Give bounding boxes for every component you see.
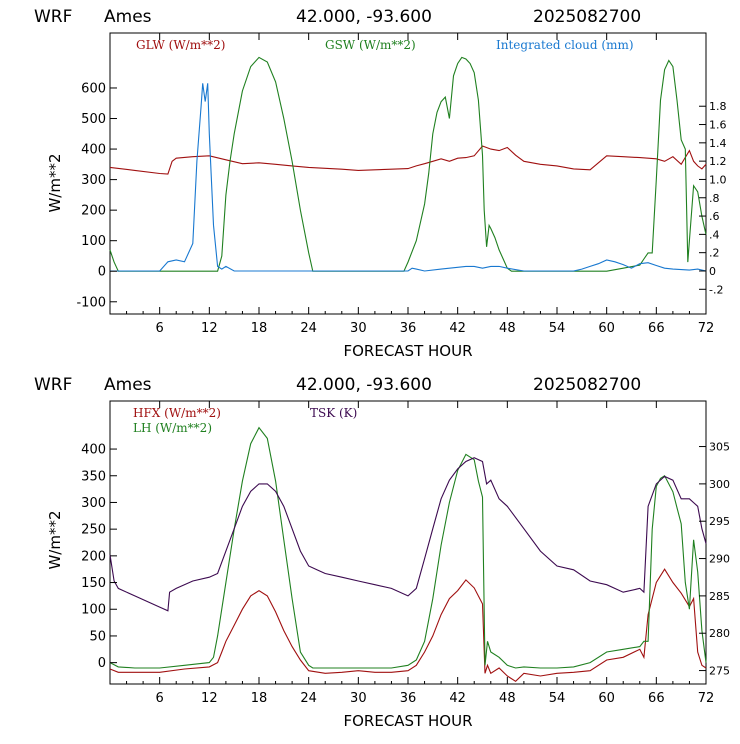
panel2-legend-lh: LH (W/m**2)	[133, 421, 212, 435]
panel1-ytick-label: 500	[81, 112, 106, 127]
panel2-xtick-label: 36	[400, 691, 417, 706]
panel1-xtick-label: 18	[251, 321, 268, 336]
panel1-y2tick-label: 1.4	[709, 137, 727, 150]
panel1-y2tick-label: 1.6	[709, 119, 727, 132]
panel1-xtick-label: 6	[156, 321, 164, 336]
header-coords: 42.000, -93.600	[296, 7, 432, 27]
panel2-y2tick-label: 285	[709, 590, 730, 603]
panel1-y2tick-label: .8	[709, 192, 720, 205]
panel1-ytick-label: -100	[76, 295, 106, 310]
panel1-legend-cloud: Integrated cloud (mm)	[496, 38, 634, 52]
panel1-y2tick-label: -.2	[709, 283, 723, 296]
panel2-xtick-label: 18	[251, 691, 268, 706]
panel2-y2tick-label: 300	[709, 478, 730, 491]
panel2-y2tick-label: 290	[709, 553, 730, 566]
panel1-ytick-label: 200	[81, 204, 106, 219]
header2-station: Ames	[104, 375, 152, 395]
panel1-xtick-label: 30	[350, 321, 367, 336]
header-model: WRF	[34, 7, 72, 27]
panel1-xtick-label: 48	[499, 321, 516, 336]
panel2-xtick-label: 6	[156, 691, 164, 706]
panel1-y2tick-label: 1.2	[709, 155, 727, 168]
panel1-xlabel: FORECAST HOUR	[343, 342, 472, 360]
panel2-ytick-label: 300	[81, 496, 106, 511]
panel2-xtick-label: 30	[350, 691, 367, 706]
panel2-xtick-label: 48	[499, 691, 516, 706]
panel2-xlabel: FORECAST HOUR	[343, 712, 472, 730]
panel2-xtick-label: 12	[201, 691, 218, 706]
panel2-axes-group: 6 12 18 24 30 36 42 48 54 60 66 72 0 50 100 150 200 250 30…	[81, 401, 730, 706]
panel2-ytick-label: 250	[81, 523, 106, 538]
panel1-ytick-label: 100	[81, 234, 106, 249]
panel1-y2tick-label: 0	[709, 265, 716, 278]
panel2-y2tick-label: 275	[709, 665, 730, 678]
panel1-series-line-2	[110, 83, 707, 272]
panel2-xtick-label: 54	[549, 691, 566, 706]
panel2-series-line-2	[109, 457, 707, 612]
panel1-ytick-label: 300	[81, 173, 106, 188]
panel2-ylabel: W/m**2	[46, 510, 64, 569]
panel1-ytick-label: 600	[81, 81, 106, 96]
panel2-ytick-label: 50	[89, 629, 106, 644]
panel1-xtick-label: 12	[201, 321, 218, 336]
panel1-series-line-0	[109, 145, 707, 175]
panel2-series-line-0	[109, 568, 707, 682]
panel2-y2tick-label: 305	[709, 441, 730, 454]
panel1-xtick-label: 66	[648, 321, 665, 336]
panel1-ytick-label: 0	[98, 265, 106, 280]
panel2-xtick-label: 66	[648, 691, 665, 706]
panel1-frame	[109, 32, 707, 315]
panel2-series-group	[109, 426, 707, 682]
panel2-xtick-label: 42	[449, 691, 466, 706]
panel2-legend-hfx: HFX (W/m**2)	[133, 406, 221, 420]
panel2-y2tick-label: 280	[709, 627, 730, 640]
panel2-y2tick-label: 295	[709, 515, 730, 528]
panel1-axes-group: 6 12 18 24 30 36 42 48 54 60 66 72 -100 0 100 200 300 400…	[76, 33, 727, 336]
panel1-xtick-label: 36	[400, 321, 417, 336]
panel1-legend-glw: GLW (W/m**2)	[136, 38, 225, 52]
panel1-series-group	[109, 56, 707, 272]
panel1-ylabel: W/m**2	[46, 153, 64, 212]
header2-coords: 42.000, -93.600	[296, 375, 432, 395]
panel2-xtick-label: 72	[698, 691, 715, 706]
panel2-xtick-label: 24	[300, 691, 317, 706]
panel1-y2tick-label: .2	[709, 247, 720, 260]
panel1-xtick-label: 24	[300, 321, 317, 336]
panel1-xtick-label: 54	[549, 321, 566, 336]
header2-model: WRF	[34, 375, 72, 395]
panel2-ytick-label: 150	[81, 576, 106, 591]
panel2-ytick-label: 0	[98, 656, 106, 671]
header2-run: 2025082700	[533, 375, 641, 395]
panel2-frame	[109, 400, 707, 685]
panel2-ytick-label: 200	[81, 549, 106, 564]
panel2-ytick-label: 400	[81, 443, 106, 458]
panel1-series-line-1	[109, 56, 707, 272]
header-station: Ames	[104, 7, 152, 27]
panel1-xtick-label: 72	[698, 321, 715, 336]
panel2-ytick-label: 100	[81, 603, 106, 618]
panel1-xtick-label: 42	[449, 321, 466, 336]
panel1-y2tick-label: 1.0	[709, 173, 727, 186]
panel2-xtick-label: 60	[598, 691, 615, 706]
panel1-legend-gsw: GSW (W/m**2)	[325, 38, 416, 52]
panel1-ytick-label: 400	[81, 143, 106, 158]
panel2-legend-tsk: TSK (K)	[310, 406, 357, 420]
panel2-series-line-1	[109, 426, 707, 669]
panel2-ytick-label: 350	[81, 469, 106, 484]
panel1-y2tick-label: 1.8	[709, 100, 727, 113]
panel1-y2tick-label: .6	[709, 210, 720, 223]
panel1-xtick-label: 60	[598, 321, 615, 336]
panel1-y2tick-label: .4	[709, 228, 720, 241]
header-run: 2025082700	[533, 7, 641, 27]
